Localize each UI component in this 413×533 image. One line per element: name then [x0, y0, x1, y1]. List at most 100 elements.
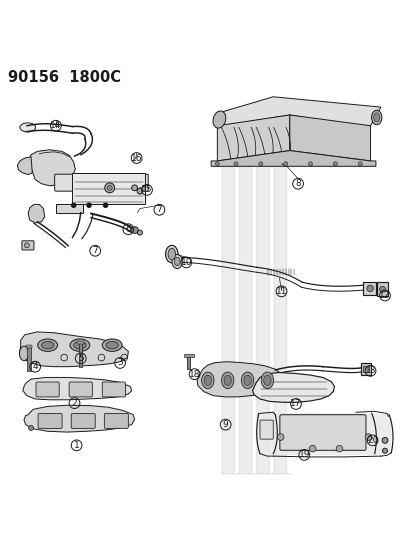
Circle shape [28, 425, 33, 431]
Circle shape [24, 243, 29, 248]
Text: 5: 5 [78, 354, 83, 363]
Circle shape [137, 230, 142, 235]
Ellipse shape [379, 286, 385, 292]
Ellipse shape [102, 339, 122, 351]
Text: 8: 8 [294, 179, 300, 188]
Ellipse shape [221, 372, 233, 389]
Ellipse shape [201, 372, 214, 389]
Circle shape [104, 183, 114, 193]
Polygon shape [20, 332, 128, 367]
Ellipse shape [241, 372, 253, 389]
Ellipse shape [223, 375, 231, 385]
Circle shape [309, 446, 315, 452]
Polygon shape [24, 405, 134, 432]
Circle shape [357, 161, 361, 166]
Bar [26, 345, 32, 348]
Text: 13: 13 [364, 366, 375, 375]
Circle shape [283, 161, 287, 166]
Ellipse shape [19, 346, 28, 361]
Ellipse shape [70, 339, 90, 351]
Bar [360, 364, 370, 375]
Polygon shape [217, 97, 380, 126]
Circle shape [364, 434, 371, 440]
FancyBboxPatch shape [22, 241, 34, 250]
Circle shape [233, 161, 237, 166]
Ellipse shape [174, 257, 180, 265]
Ellipse shape [168, 248, 175, 260]
Bar [363, 282, 375, 295]
FancyBboxPatch shape [55, 174, 148, 191]
Ellipse shape [172, 254, 182, 269]
Polygon shape [197, 362, 282, 397]
Ellipse shape [106, 342, 118, 349]
Circle shape [131, 185, 137, 191]
Text: 6: 6 [125, 225, 131, 234]
Circle shape [381, 438, 387, 443]
FancyBboxPatch shape [71, 414, 95, 429]
Polygon shape [29, 150, 75, 186]
Text: 19: 19 [298, 450, 309, 459]
Ellipse shape [371, 110, 381, 125]
Text: 3: 3 [117, 359, 123, 367]
Bar [77, 341, 84, 344]
Text: 1: 1 [74, 441, 79, 450]
Bar [363, 366, 368, 373]
Ellipse shape [20, 123, 36, 132]
FancyBboxPatch shape [259, 420, 273, 439]
Ellipse shape [213, 111, 225, 128]
Bar [27, 346, 31, 371]
Circle shape [308, 161, 312, 166]
Ellipse shape [263, 375, 271, 385]
Bar [187, 354, 190, 369]
Polygon shape [252, 373, 334, 402]
Text: 7: 7 [92, 246, 98, 255]
Bar [79, 342, 82, 367]
Text: 10: 10 [180, 258, 192, 267]
Text: 4: 4 [32, 362, 38, 371]
Circle shape [71, 203, 76, 207]
Ellipse shape [38, 339, 57, 351]
FancyBboxPatch shape [279, 415, 365, 450]
Polygon shape [17, 157, 32, 175]
Ellipse shape [74, 342, 86, 349]
Circle shape [103, 203, 107, 207]
Polygon shape [28, 204, 45, 223]
Ellipse shape [41, 342, 54, 349]
Circle shape [332, 161, 337, 166]
Bar [183, 354, 193, 357]
Circle shape [335, 446, 342, 452]
FancyBboxPatch shape [36, 382, 59, 397]
Ellipse shape [261, 372, 273, 389]
Circle shape [107, 185, 112, 190]
Text: 18: 18 [188, 370, 200, 378]
Circle shape [215, 161, 219, 166]
Ellipse shape [204, 375, 211, 385]
Circle shape [258, 161, 262, 166]
Polygon shape [289, 115, 370, 161]
Ellipse shape [243, 375, 251, 385]
Circle shape [131, 227, 138, 233]
Polygon shape [211, 151, 375, 166]
FancyBboxPatch shape [104, 414, 128, 429]
Circle shape [382, 448, 387, 453]
Ellipse shape [165, 245, 178, 263]
Polygon shape [217, 115, 289, 161]
Text: 15: 15 [141, 185, 152, 195]
FancyBboxPatch shape [102, 382, 125, 397]
Text: 9: 9 [222, 420, 228, 429]
Text: 12: 12 [378, 291, 390, 300]
Text: 14: 14 [50, 121, 62, 130]
Text: 2: 2 [71, 399, 77, 408]
Circle shape [277, 434, 283, 440]
Ellipse shape [366, 285, 373, 292]
Text: 20: 20 [366, 436, 377, 445]
Circle shape [137, 188, 142, 194]
Text: 17: 17 [290, 399, 301, 408]
Polygon shape [23, 377, 131, 400]
Ellipse shape [373, 113, 379, 122]
Text: 11: 11 [275, 287, 287, 296]
Bar [72, 173, 145, 204]
FancyBboxPatch shape [38, 414, 62, 429]
Text: 90156  1800C: 90156 1800C [8, 70, 121, 85]
Circle shape [87, 203, 91, 207]
